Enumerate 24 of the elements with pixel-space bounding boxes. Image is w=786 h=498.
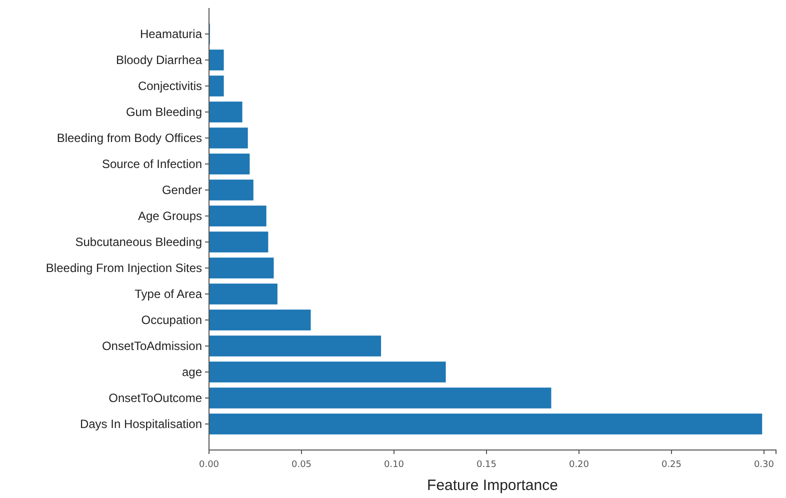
y-tick-label: Heamaturia (140, 26, 202, 41)
y-tick-label: age (182, 364, 202, 379)
y-tick-label: Source of Infection (102, 156, 202, 171)
y-tick-label: Gender (162, 182, 202, 197)
x-axis-title: Feature Importance (427, 477, 558, 494)
x-tick-label: 0.10 (384, 460, 404, 470)
y-tick-label: Subcutaneous Bleeding (75, 234, 202, 249)
y-tick-label: Gum Bleeding (126, 104, 202, 119)
x-tick-label: 0.00 (198, 460, 220, 470)
y-tick-label: OnsetToAdmission (102, 338, 202, 353)
y-tick-label: OnsetToOutcome (108, 390, 202, 405)
y-tick-label: Conjectivitis (138, 78, 202, 93)
x-tick-label: 0.20 (568, 460, 590, 470)
x-tick-label: 0.25 (661, 460, 682, 470)
y-tick-label: Bleeding From Injection Sites (46, 260, 202, 275)
x-tick-label: 0.05 (291, 460, 312, 470)
y-tick-label: Bloody Diarrhea (116, 52, 202, 67)
y-tick-label: Bleeding from Body Offices (56, 130, 202, 145)
y-tick-label: Type of Area (134, 286, 202, 301)
x-tick-label: 0.15 (476, 460, 497, 470)
y-tick-label: Age Groups (138, 208, 202, 223)
x-tick-label: 0.30 (754, 460, 774, 470)
y-tick-label: Occupation (141, 312, 202, 327)
y-tick-label: Days In Hospitalisation (80, 416, 202, 431)
